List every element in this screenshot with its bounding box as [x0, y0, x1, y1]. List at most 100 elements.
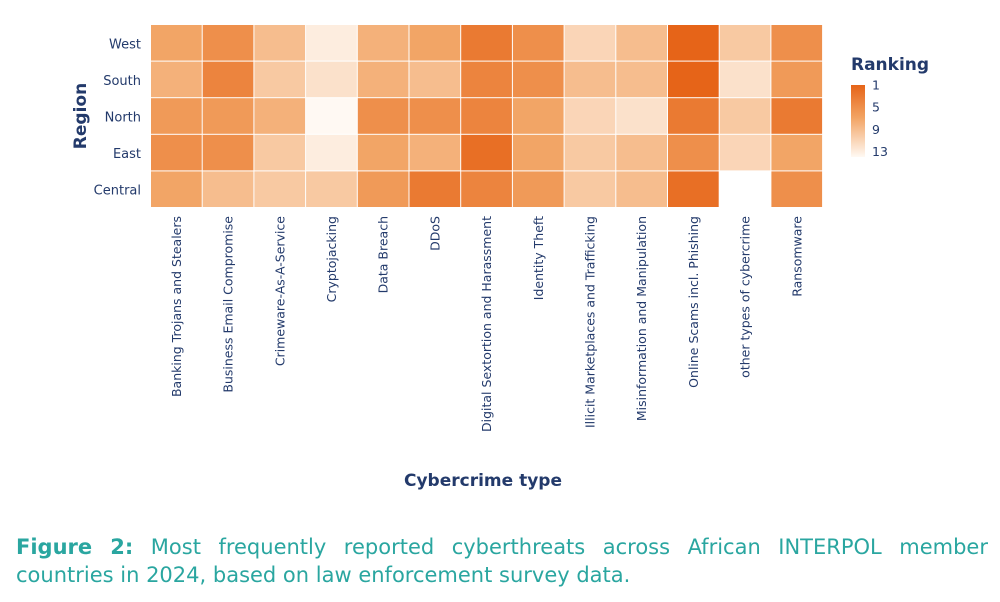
heatmap-cell: [719, 61, 771, 98]
heatmap-cell: [357, 134, 409, 171]
heatmap-cell: [512, 98, 564, 134]
heatmap-cell: [202, 134, 254, 171]
heatmap-cell: [668, 61, 719, 98]
cybercrime-tick-label: Cryptojacking: [324, 216, 339, 302]
heatmap-cell: [771, 25, 823, 61]
legend-tick-label: 5: [872, 100, 880, 115]
cybercrime-tick-label: Illicit Marketplaces and Trafficking: [583, 216, 598, 428]
heatmap-cell: [668, 25, 719, 61]
cybercrime-tick-label: Business Email Compromise: [221, 216, 236, 393]
cybercrime-tick-label: Identity Theft: [531, 216, 546, 300]
heatmap-cell: [564, 98, 616, 134]
y-axis-title: Region: [71, 83, 91, 149]
heatmap-cell: [564, 134, 616, 171]
heatmap-cell: [409, 171, 461, 207]
heatmap-cells: [151, 25, 823, 207]
heatmap-cell: [668, 171, 719, 207]
heatmap-cell: [151, 134, 202, 171]
heatmap-cell: [771, 171, 823, 207]
heatmap-cell: [616, 98, 667, 134]
heatmap-cell: [512, 171, 564, 207]
heatmap-cell: [564, 171, 616, 207]
heatmap-cell: [306, 98, 357, 134]
heatmap-cell: [202, 25, 254, 61]
heatmap-cell: [719, 98, 771, 134]
cybercrime-tick-label: Misinformation and Manipulation: [634, 216, 649, 421]
heatmap-cell: [409, 134, 461, 171]
heatmap-cell: [306, 134, 357, 171]
heatmap-cell: [616, 25, 667, 61]
cybercrime-tick-labels: Banking Trojans and Stealers Business Ema…: [169, 216, 804, 432]
region-tick-label: East: [113, 147, 141, 162]
heatmap-cell: [616, 171, 667, 207]
region-tick-label: South: [103, 74, 141, 89]
heatmap-cell: [512, 134, 564, 171]
heatmap-cell: [151, 171, 202, 207]
caption-lead: Figure 2:: [16, 535, 134, 559]
cybercrime-tick-label: Data Breach: [376, 216, 391, 293]
region-tick-label: North: [105, 111, 141, 126]
heatmap-cell: [357, 171, 409, 207]
heatmap-cell: [564, 61, 616, 98]
heatmap-cell: [409, 25, 461, 61]
heatmap-cell: [306, 171, 357, 207]
heatmap-cell: [409, 61, 461, 98]
heatmap-cell: [668, 134, 719, 171]
heatmap-cell: [719, 134, 771, 171]
heatmap-cell: [151, 61, 202, 98]
heatmap-cell: [616, 134, 667, 171]
heatmap-cell: [306, 25, 357, 61]
heatmap-cell: [771, 98, 823, 134]
heatmap-chart: West South North East Central Banking Trojan…: [71, 25, 929, 491]
ranking-legend: Ranking 1 5 9 13: [851, 55, 929, 159]
heatmap-cell: [254, 25, 306, 61]
legend-colorbar: [851, 85, 865, 157]
legend-tick-label: 13: [872, 144, 888, 159]
heatmap-cell: [461, 61, 512, 98]
legend-title: Ranking: [851, 55, 929, 75]
heatmap-cell: [461, 98, 512, 134]
region-tick-label: West: [109, 37, 141, 52]
x-axis-title: Cybercrime type: [404, 471, 562, 491]
legend-ticks: 1 5 9 13: [872, 78, 888, 160]
figure-caption: Figure 2: Most frequently reported cyber…: [16, 533, 988, 589]
heatmap-cell: [254, 61, 306, 98]
caption-text: Most frequently reported cyberthreats ac…: [16, 535, 988, 587]
heatmap-cell: [461, 25, 512, 61]
cybercrime-tick-label: DDoS: [427, 216, 442, 251]
heatmap-cell: [564, 25, 616, 61]
heatmap-cell: [461, 134, 512, 171]
legend-tick-label: 1: [872, 78, 880, 93]
heatmap-cell: [409, 98, 461, 134]
heatmap-cell: [151, 25, 202, 61]
heatmap-cell: [357, 25, 409, 61]
heatmap-cell: [771, 134, 823, 171]
cybercrime-tick-label: Digital Sextortion and Harassment: [479, 216, 494, 432]
cybercrime-tick-label: Crimeware-As-A-Service: [272, 216, 287, 366]
heatmap-cell: [202, 61, 254, 98]
region-tick-label: Central: [94, 184, 141, 199]
region-tick-labels: West South North East Central: [94, 37, 141, 198]
cybercrime-tick-label: Ransomware: [789, 216, 804, 297]
heatmap-cell: [512, 61, 564, 98]
heatmap-cell: [668, 98, 719, 134]
heatmap-cell: [202, 98, 254, 134]
heatmap-cell: [461, 171, 512, 207]
legend-tick-label: 9: [872, 122, 880, 137]
heatmap-cell: [719, 171, 771, 207]
heatmap-cell: [202, 171, 254, 207]
heatmap-cell: [254, 134, 306, 171]
heatmap-cell: [151, 98, 202, 134]
cybercrime-tick-label: Banking Trojans and Stealers: [169, 216, 184, 397]
heatmap-cell: [357, 61, 409, 98]
heatmap-cell: [616, 61, 667, 98]
heatmap-cell: [306, 61, 357, 98]
heatmap-cell: [254, 98, 306, 134]
cybercrime-tick-label: Online Scams incl. Phishing: [686, 216, 701, 388]
heatmap-cell: [512, 25, 564, 61]
cybercrime-tick-label: other types of cybercrime: [738, 216, 753, 378]
heatmap-cell: [254, 171, 306, 207]
heatmap-cell: [771, 61, 823, 98]
heatmap-cell: [357, 98, 409, 134]
heatmap-cell: [719, 25, 771, 61]
